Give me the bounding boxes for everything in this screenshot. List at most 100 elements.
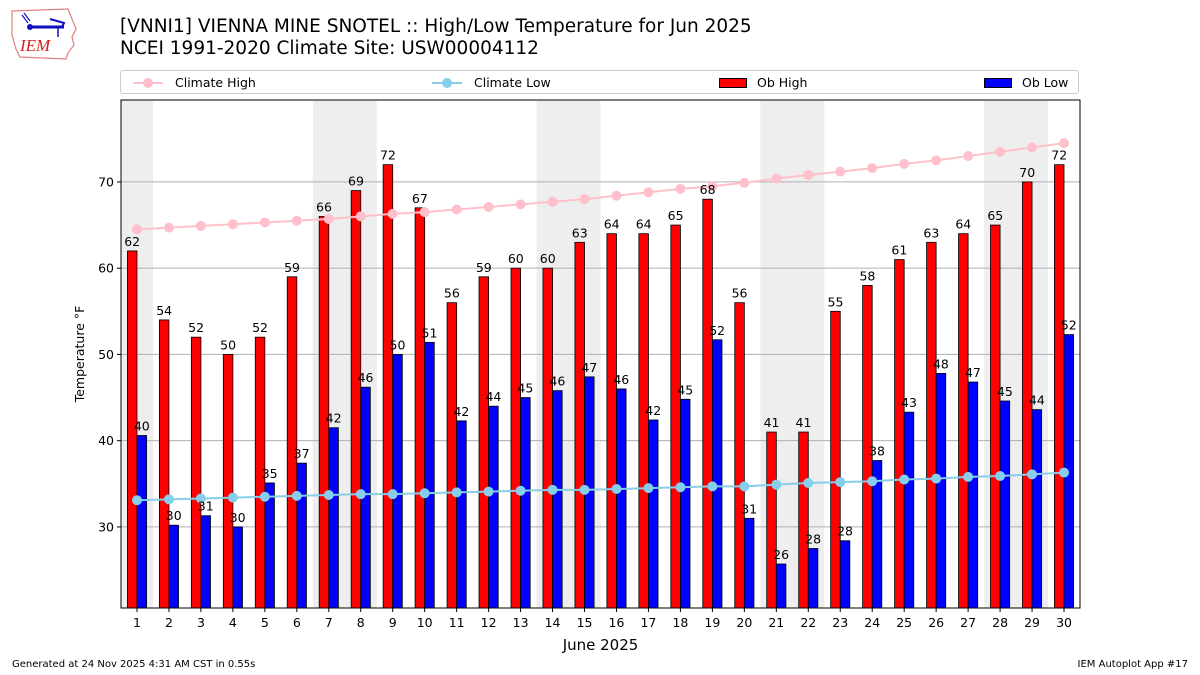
x-tick-label: 11 bbox=[449, 615, 465, 630]
ob-low-bar bbox=[1031, 409, 1043, 609]
ob-low-label: 26 bbox=[773, 547, 789, 562]
climate-high-point bbox=[1059, 138, 1070, 149]
ob-low-label: 42 bbox=[645, 403, 661, 418]
ob-low-bar bbox=[967, 381, 979, 609]
logo-text: IEM bbox=[19, 36, 51, 55]
climate-high-point bbox=[355, 211, 366, 222]
legend-climate-low: Climate Low bbox=[432, 75, 551, 90]
ob-low-label: 31 bbox=[198, 499, 214, 514]
x-tick-label: 17 bbox=[640, 615, 656, 630]
climate-low-point bbox=[611, 483, 622, 494]
climate-low-point bbox=[579, 484, 590, 495]
ob-low-bar bbox=[168, 524, 179, 609]
ob-high-bar bbox=[958, 233, 969, 609]
climate-low-point bbox=[163, 494, 174, 505]
ob-high-label: 50 bbox=[220, 337, 236, 352]
ob-low-bar bbox=[488, 405, 499, 609]
x-tick-label: 6 bbox=[293, 615, 301, 630]
climate-high-point bbox=[259, 217, 270, 228]
x-tick-label: 21 bbox=[768, 615, 784, 630]
ob-high-label: 66 bbox=[316, 199, 332, 214]
ob-high-bar bbox=[926, 241, 937, 609]
ob-high-label: 68 bbox=[700, 182, 716, 197]
climate-high-point bbox=[707, 181, 718, 192]
ob-low-label: 51 bbox=[422, 325, 438, 340]
ob-high-label: 61 bbox=[891, 243, 907, 258]
climate-high-marker-icon bbox=[133, 77, 163, 89]
legend-label: Climate Low bbox=[474, 75, 551, 90]
climate-high-point bbox=[771, 173, 782, 184]
climate-high-point bbox=[227, 219, 238, 230]
x-tick-label: 13 bbox=[513, 615, 529, 630]
ob-high-bar bbox=[798, 431, 809, 609]
ob-low-bar bbox=[616, 388, 627, 609]
ob-high-bar bbox=[478, 276, 490, 609]
climate-low-point bbox=[259, 491, 270, 502]
climate-low-point bbox=[291, 490, 302, 501]
ob-low-bar bbox=[903, 411, 915, 609]
app-credit: IEM Autoplot App #17 bbox=[1077, 659, 1188, 670]
ob-high-bar bbox=[542, 267, 553, 609]
ob-high-label: 58 bbox=[859, 268, 875, 283]
y-tick-label: 60 bbox=[98, 261, 114, 276]
ob-high-label: 55 bbox=[828, 294, 844, 309]
x-axis-label: June 2025 bbox=[562, 636, 639, 654]
x-tick-label: 1 bbox=[133, 615, 141, 630]
climate-high-point bbox=[803, 170, 814, 181]
climate-high-point bbox=[291, 215, 302, 226]
ob-low-bar bbox=[136, 435, 147, 609]
x-tick-label: 7 bbox=[325, 615, 333, 630]
ob-low-label: 30 bbox=[166, 508, 182, 523]
ob-low-label: 45 bbox=[997, 384, 1013, 399]
climate-low-point bbox=[195, 493, 206, 504]
climate-low-marker-icon bbox=[432, 77, 462, 89]
ob-low-bar bbox=[424, 341, 435, 609]
ob-high-label: 59 bbox=[476, 260, 492, 275]
climate-low-point bbox=[803, 477, 814, 488]
ob-high-label: 63 bbox=[923, 225, 939, 240]
ob-high-bar bbox=[382, 164, 394, 609]
ob-low-label: 45 bbox=[517, 381, 533, 396]
climate-high-point bbox=[387, 208, 398, 219]
climate-lines bbox=[131, 138, 1070, 506]
ob-low-bar bbox=[552, 390, 563, 609]
ob-high-label: 54 bbox=[156, 303, 172, 318]
climate-high-point bbox=[323, 214, 334, 225]
climate-low-point bbox=[451, 487, 462, 498]
ob-low-bar bbox=[232, 526, 243, 609]
ob-low-bar bbox=[648, 419, 659, 609]
ob-low-label: 40 bbox=[134, 419, 150, 434]
climate-low-point bbox=[931, 473, 942, 484]
climate-low-point bbox=[547, 484, 558, 495]
climate-high-point bbox=[963, 151, 974, 162]
x-tick-label: 10 bbox=[417, 615, 433, 630]
climate-low-point bbox=[771, 479, 782, 490]
x-tick-label: 18 bbox=[672, 615, 688, 630]
ob-low-bar bbox=[456, 420, 467, 609]
ob-low-bar bbox=[392, 354, 403, 609]
ob-high-label: 65 bbox=[987, 208, 1003, 223]
ob-high-bar bbox=[286, 276, 298, 609]
ob-low-label: 42 bbox=[326, 411, 342, 426]
x-tick-label: 23 bbox=[832, 615, 848, 630]
x-axis: 1 2 3 4 5 6 7 8 9 10 11 12 13 14 15 16 17 18 19 20 21 22 23 24 2… bbox=[133, 608, 1072, 630]
ob-high-label: 67 bbox=[412, 191, 428, 206]
climate-high-point bbox=[643, 187, 654, 198]
ob-high-bar bbox=[990, 224, 1001, 609]
x-tick-label: 2 bbox=[165, 615, 173, 630]
ob-low-label: 38 bbox=[869, 444, 885, 459]
climate-high-line bbox=[136, 142, 1065, 231]
ob-high-bar bbox=[222, 354, 234, 609]
climate-high-point bbox=[1027, 142, 1038, 153]
ob-low-bar bbox=[328, 427, 339, 609]
ob-low-bar bbox=[296, 462, 307, 609]
ob-low-label: 52 bbox=[1061, 318, 1077, 333]
ob-high-bar bbox=[894, 259, 905, 609]
ob-high-label: 62 bbox=[124, 234, 140, 249]
ob-low-bar bbox=[807, 548, 819, 609]
ob-high-swatch-icon bbox=[719, 77, 747, 88]
x-tick-label: 24 bbox=[864, 615, 880, 630]
y-tick-label: 30 bbox=[98, 519, 114, 534]
climate-low-point bbox=[419, 488, 430, 499]
climate-high-point bbox=[547, 196, 558, 207]
